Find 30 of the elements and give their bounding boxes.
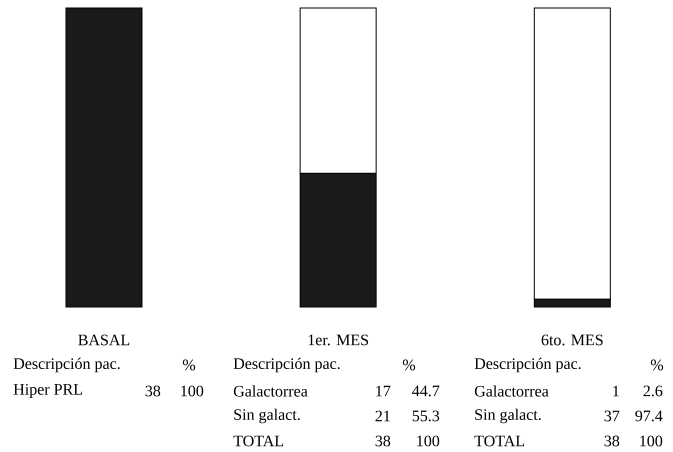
- data-label: 44.7: [412, 386, 440, 396]
- text: Sin galact.: [234, 408, 300, 424]
- text: TOTAL: [234, 436, 284, 446]
- text: 100: [417, 436, 440, 446]
- x-tick-label: 6to. MES: [542, 334, 603, 346]
- text: 38: [376, 436, 390, 446]
- text: 38: [604, 436, 620, 446]
- text: 37: [604, 410, 620, 422]
- text: 1: [613, 386, 619, 396]
- data-label: 97.4: [635, 410, 663, 422]
- text: Sin galact.: [475, 408, 541, 424]
- text: Descripción pac.: [474, 358, 581, 372]
- text: %: [402, 360, 416, 370]
- text: Descripción pac.: [14, 358, 120, 372]
- data-label: 55.3: [412, 410, 440, 422]
- data-label: 2.6: [644, 386, 662, 396]
- data-label: 100: [181, 386, 204, 396]
- text: Descripción pac.: [234, 358, 340, 372]
- text: 17: [376, 386, 390, 396]
- text: 38: [146, 386, 160, 396]
- x-tick-label: 1er. MES: [308, 334, 368, 346]
- text: %: [650, 360, 664, 370]
- text: Hiper PRL: [14, 384, 82, 398]
- text: 21: [376, 410, 390, 422]
- text: %: [182, 360, 196, 370]
- x-tick-label: BASAL: [78, 334, 130, 346]
- text: 100: [640, 436, 662, 446]
- text: Galactorrea: [234, 385, 308, 397]
- text: TOTAL: [474, 436, 524, 446]
- text: Galactorrea: [474, 385, 549, 397]
